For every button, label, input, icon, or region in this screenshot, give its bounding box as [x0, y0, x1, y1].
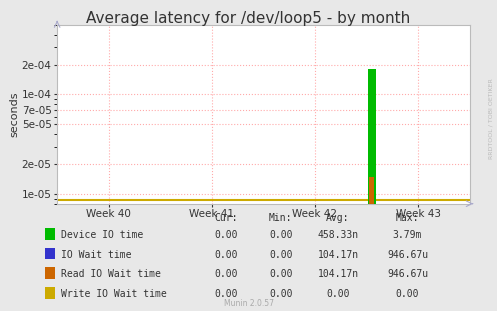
- Text: 458.33n: 458.33n: [318, 230, 358, 240]
- Text: Min:: Min:: [269, 213, 293, 223]
- Y-axis label: seconds: seconds: [9, 91, 19, 137]
- Text: Max:: Max:: [396, 213, 419, 223]
- Text: 3.79m: 3.79m: [393, 230, 422, 240]
- Text: 0.00: 0.00: [269, 230, 293, 240]
- Text: 0.00: 0.00: [214, 289, 238, 299]
- Text: Munin 2.0.57: Munin 2.0.57: [224, 299, 273, 308]
- Text: Write IO Wait time: Write IO Wait time: [61, 289, 166, 299]
- Text: 946.67u: 946.67u: [387, 269, 428, 279]
- Text: Average latency for /dev/loop5 - by month: Average latency for /dev/loop5 - by mont…: [86, 11, 411, 26]
- Text: RRDTOOL / TOBI OETIKER: RRDTOOL / TOBI OETIKER: [488, 78, 493, 159]
- Text: 104.17n: 104.17n: [318, 250, 358, 260]
- Text: 0.00: 0.00: [214, 230, 238, 240]
- Text: 0.00: 0.00: [269, 269, 293, 279]
- Text: 0.00: 0.00: [396, 289, 419, 299]
- Text: Avg:: Avg:: [326, 213, 350, 223]
- Text: Device IO time: Device IO time: [61, 230, 143, 240]
- Text: 104.17n: 104.17n: [318, 269, 358, 279]
- Text: Read IO Wait time: Read IO Wait time: [61, 269, 161, 279]
- Text: 0.00: 0.00: [269, 250, 293, 260]
- Text: IO Wait time: IO Wait time: [61, 250, 131, 260]
- Text: 0.00: 0.00: [214, 250, 238, 260]
- Text: 0.00: 0.00: [214, 269, 238, 279]
- Text: Cur:: Cur:: [214, 213, 238, 223]
- Text: 946.67u: 946.67u: [387, 250, 428, 260]
- Text: 0.00: 0.00: [269, 289, 293, 299]
- Text: 0.00: 0.00: [326, 289, 350, 299]
